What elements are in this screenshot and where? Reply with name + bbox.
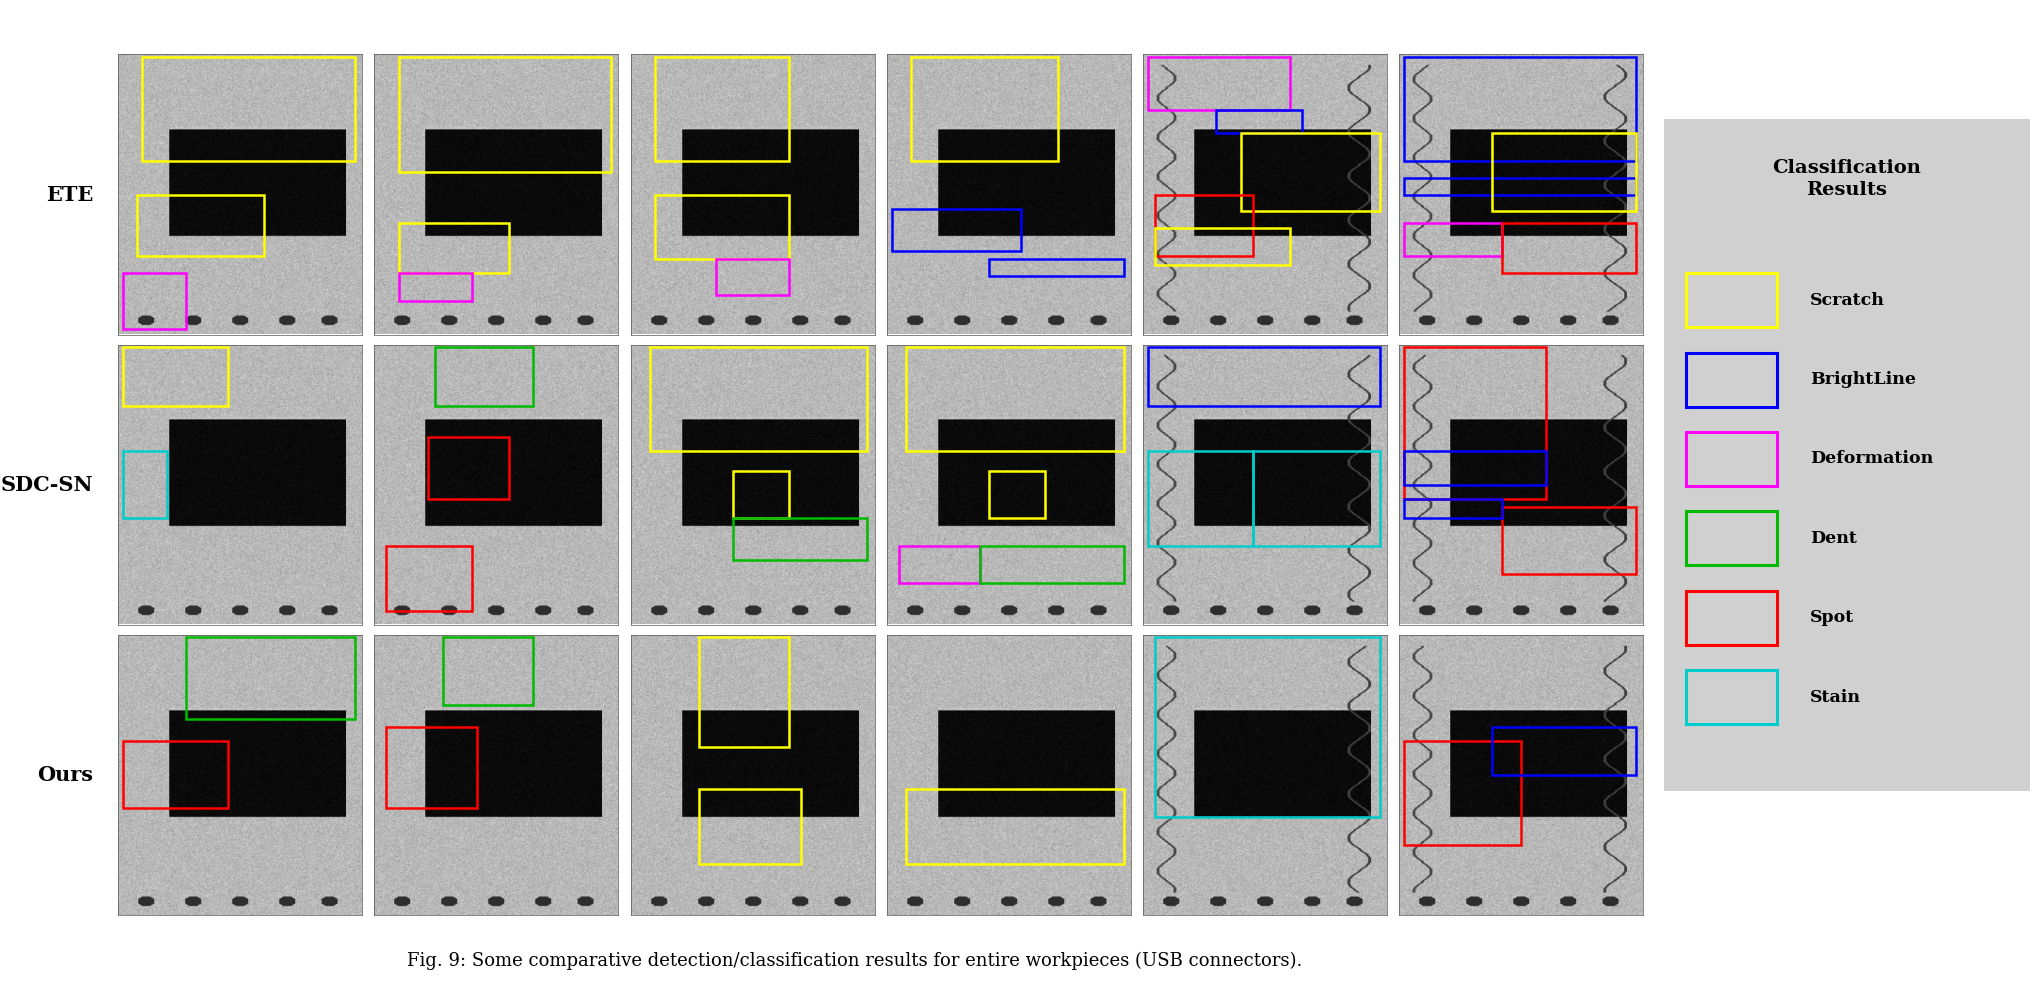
Text: Dent: Dent	[1810, 530, 1857, 547]
Bar	[1155, 195, 1253, 256]
Bar	[655, 195, 789, 259]
Bar	[716, 259, 789, 296]
Bar	[1493, 727, 1635, 774]
Bar	[386, 546, 472, 611]
Bar	[1686, 590, 1778, 645]
Bar	[651, 347, 866, 451]
Bar	[1147, 451, 1253, 546]
Bar	[1686, 273, 1778, 327]
Bar	[655, 57, 789, 161]
Bar	[435, 347, 533, 406]
Bar	[891, 209, 1021, 250]
Text: Stain: Stain	[1810, 688, 1861, 705]
Bar	[1501, 507, 1635, 575]
Bar	[1686, 671, 1778, 724]
Bar	[911, 57, 1058, 161]
Bar	[142, 57, 354, 161]
Bar	[1147, 347, 1379, 406]
Bar	[399, 57, 610, 172]
Bar	[1403, 223, 1501, 256]
Bar	[899, 546, 980, 583]
Bar	[399, 273, 472, 301]
Text: Spot: Spot	[1810, 609, 1855, 626]
Bar	[1686, 353, 1778, 406]
Bar	[1403, 451, 1546, 485]
Bar	[980, 546, 1123, 583]
Bar	[989, 471, 1045, 518]
Bar	[989, 259, 1123, 276]
Bar	[1241, 133, 1379, 212]
Bar	[138, 195, 264, 256]
Bar	[700, 789, 801, 864]
Bar	[1403, 347, 1546, 498]
Bar	[443, 638, 533, 705]
Bar	[1686, 511, 1778, 566]
Bar	[399, 223, 508, 273]
Text: Ours: Ours	[37, 764, 94, 784]
Bar	[1501, 223, 1635, 273]
Bar	[122, 741, 228, 808]
Bar	[1216, 111, 1302, 133]
Bar	[122, 273, 187, 329]
Bar	[1686, 432, 1778, 486]
Bar	[700, 638, 789, 747]
Bar	[1155, 228, 1290, 265]
Bar	[122, 451, 167, 518]
Text: ETE: ETE	[47, 185, 94, 205]
Bar	[386, 727, 476, 808]
Bar	[907, 347, 1123, 451]
Bar	[1493, 133, 1635, 212]
Bar	[187, 638, 354, 719]
Bar	[1403, 178, 1635, 195]
Bar	[732, 471, 789, 518]
Bar	[1403, 57, 1635, 161]
Text: Scratch: Scratch	[1810, 292, 1886, 309]
Bar	[427, 437, 508, 498]
Bar	[907, 789, 1123, 864]
Text: Deformation: Deformation	[1810, 450, 1934, 468]
Bar	[1253, 451, 1379, 546]
Text: Classification
Results: Classification Results	[1772, 159, 1922, 199]
Bar	[1147, 57, 1290, 111]
Text: BrightLine: BrightLine	[1810, 371, 1916, 388]
Text: SDC-SN: SDC-SN	[0, 475, 94, 494]
Bar	[732, 518, 866, 560]
Bar	[1155, 638, 1379, 817]
Bar	[1403, 498, 1501, 518]
Bar	[1403, 741, 1521, 845]
Bar	[122, 347, 228, 406]
Text: Fig. 9: Some comparative detection/classification results for entire workpieces : Fig. 9: Some comparative detection/class…	[407, 952, 1302, 970]
